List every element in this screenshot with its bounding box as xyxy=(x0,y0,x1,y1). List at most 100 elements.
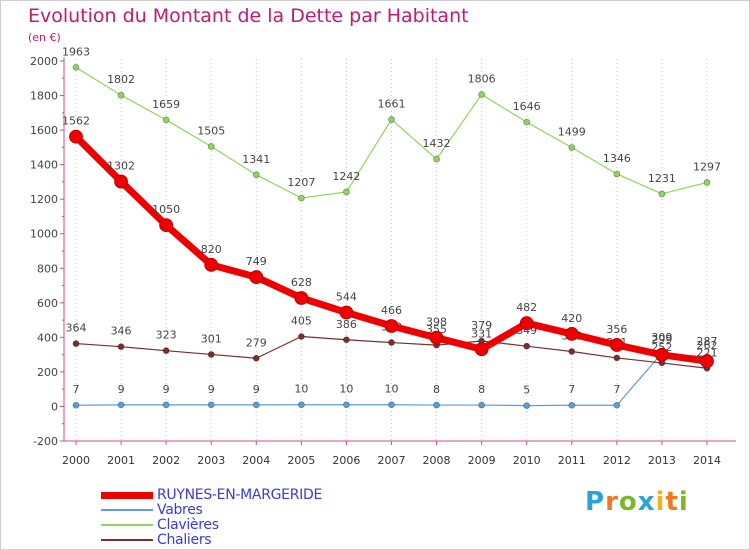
data-point xyxy=(519,316,534,331)
data-point xyxy=(117,91,125,99)
x-tick-label: 2008 xyxy=(423,454,451,467)
x-tick-label: 2010 xyxy=(513,454,541,467)
data-label: 7 xyxy=(73,383,80,396)
data-label: 386 xyxy=(336,318,357,331)
brand-letter: r xyxy=(605,487,619,517)
y-tick-label: -200 xyxy=(33,435,58,448)
data-label: 10 xyxy=(339,383,353,396)
data-label: 309 xyxy=(651,331,672,344)
data-point xyxy=(433,155,440,163)
chart-title: Evolution du Montant de la Dette par Hab… xyxy=(28,5,469,27)
data-label: 10 xyxy=(384,383,398,396)
data-label: 262 xyxy=(696,339,717,352)
data-label: 7 xyxy=(568,383,575,396)
data-point xyxy=(117,343,125,351)
data-label: 482 xyxy=(516,301,537,314)
data-label: 9 xyxy=(163,383,170,396)
legend-label: Clavières xyxy=(157,517,219,533)
data-label: 279 xyxy=(246,336,267,349)
data-point xyxy=(207,143,215,150)
legend-label: Chaliers xyxy=(157,532,212,548)
x-tick-label: 2009 xyxy=(468,454,496,467)
data-label: 749 xyxy=(246,255,267,268)
data-label: 10 xyxy=(294,383,308,396)
data-point xyxy=(568,144,576,151)
data-point xyxy=(564,327,579,341)
data-point xyxy=(204,257,219,272)
data-label: 287 xyxy=(696,335,717,348)
data-point xyxy=(339,305,354,320)
data-point xyxy=(114,174,128,189)
data-point xyxy=(388,116,395,123)
data-label: 8 xyxy=(433,383,440,396)
x-tick-label: 2006 xyxy=(332,454,360,467)
data-label: 1346 xyxy=(603,152,631,165)
data-label: 364 xyxy=(66,322,87,335)
x-tick-label: 2012 xyxy=(603,454,631,467)
data-point xyxy=(474,342,489,357)
data-point xyxy=(523,342,531,350)
data-point xyxy=(117,401,125,409)
data-label: 8 xyxy=(478,383,485,396)
data-point xyxy=(207,401,215,409)
data-point xyxy=(433,401,440,409)
x-tick-label: 2001 xyxy=(107,454,135,467)
y-tick-label: 1000 xyxy=(30,228,58,241)
data-label: 7 xyxy=(613,383,620,396)
data-label: 1562 xyxy=(62,115,90,128)
data-point xyxy=(207,351,215,358)
data-label: 1806 xyxy=(468,73,496,86)
y-tick-label: 200 xyxy=(37,366,58,379)
data-label: 379 xyxy=(471,319,492,332)
unit-label: (en €) xyxy=(28,31,61,44)
y-tick-label: 2000 xyxy=(30,55,58,68)
brand-letter: i xyxy=(678,487,689,517)
data-point xyxy=(69,129,83,144)
brand-letter: t xyxy=(665,487,679,517)
data-label: 398 xyxy=(426,316,447,329)
y-tick-label: 1200 xyxy=(30,193,58,206)
data-label: 9 xyxy=(118,383,125,396)
data-label: 1432 xyxy=(423,137,451,150)
data-point xyxy=(252,171,260,179)
x-tick-label: 2000 xyxy=(62,454,90,467)
data-point xyxy=(658,190,666,198)
brand-letter: i xyxy=(655,487,666,517)
y-tick-label: 0 xyxy=(51,400,58,413)
x-tick-label: 2013 xyxy=(648,454,676,467)
data-point xyxy=(297,333,305,340)
legend-swatch xyxy=(101,539,153,541)
brand-letter: o xyxy=(618,487,638,517)
data-point xyxy=(162,347,170,355)
legend-label: RUYNES-EN-MARGERIDE xyxy=(157,487,323,503)
data-point xyxy=(655,347,669,362)
data-point xyxy=(523,118,531,126)
data-label: 331 xyxy=(471,327,492,340)
data-point xyxy=(162,401,170,409)
data-point xyxy=(252,354,260,362)
data-label: 299 xyxy=(651,333,672,346)
data-point xyxy=(72,340,80,347)
data-point xyxy=(72,63,80,71)
data-label: 1050 xyxy=(152,203,180,216)
data-label: 1646 xyxy=(513,100,541,113)
data-point xyxy=(252,401,260,409)
legend-swatch xyxy=(101,524,153,526)
data-label: 346 xyxy=(111,325,132,338)
data-label: 420 xyxy=(561,312,582,325)
data-point xyxy=(429,330,444,345)
series-line-2 xyxy=(75,66,708,199)
data-point xyxy=(343,188,350,196)
data-label: 1302 xyxy=(107,160,135,173)
data-point xyxy=(613,170,621,178)
data-label: 221 xyxy=(696,346,717,359)
data-label: 9 xyxy=(208,383,215,396)
brand-letter: P xyxy=(585,487,606,517)
data-label: 628 xyxy=(291,276,312,289)
brand-letter: x xyxy=(637,487,656,517)
legend-swatch xyxy=(101,509,153,511)
data-point xyxy=(343,401,350,409)
data-point xyxy=(478,91,486,98)
y-tick-label: 400 xyxy=(37,331,58,344)
